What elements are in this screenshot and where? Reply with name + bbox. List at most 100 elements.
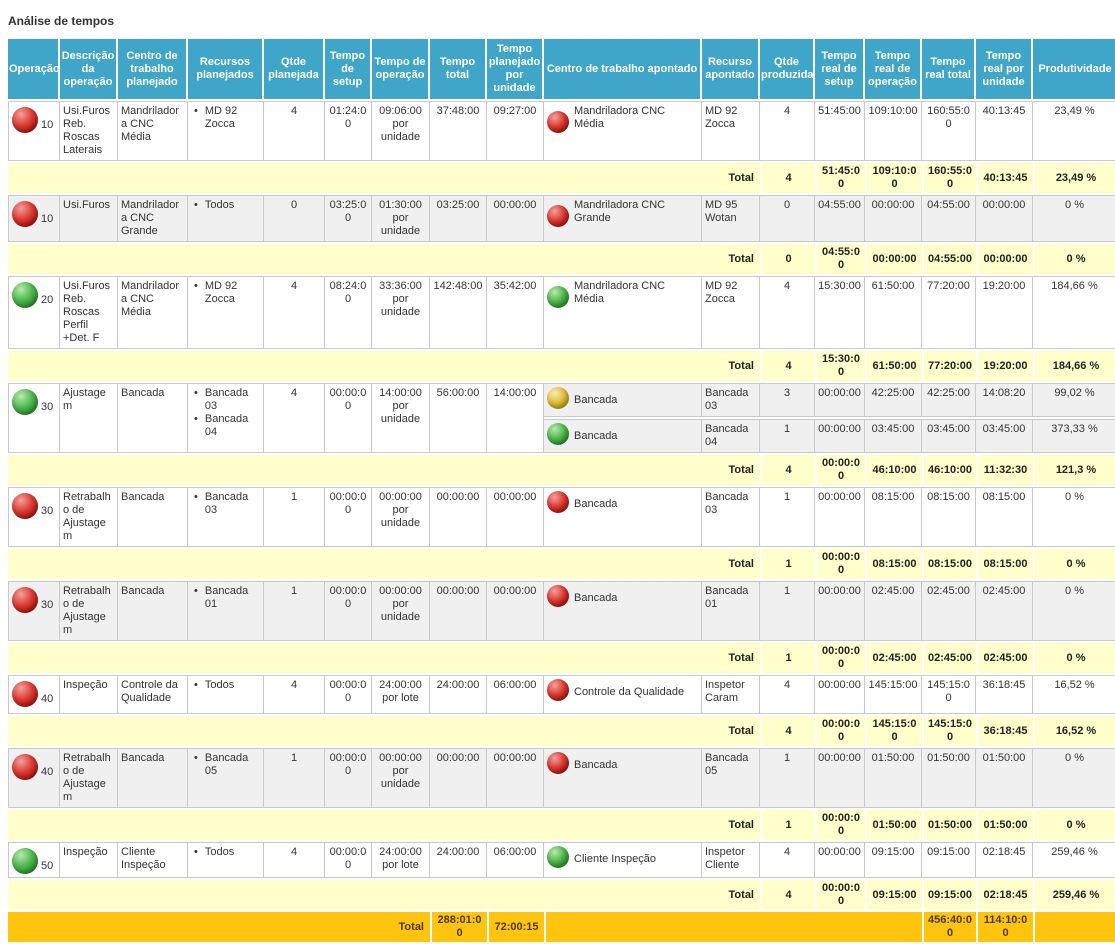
- total-tempo-real-unidade: 02:45:00: [976, 643, 1033, 673]
- total-qtde-produzida: 4: [760, 455, 815, 485]
- operation-number: 40: [41, 766, 54, 778]
- status-red-icon: [547, 585, 569, 607]
- time-analysis-table: Operação Descrição da operação Centro de t…: [8, 37, 1115, 944]
- centro-apontado-status: Bancada: [547, 387, 698, 409]
- qtde-produzida-cell: 0: [760, 195, 815, 242]
- header-produtividade: Produtividade: [1033, 39, 1115, 99]
- header-recurso-apontado: Recurso apontado: [702, 39, 760, 99]
- tempo-setup-cell: 01:24:00: [325, 101, 372, 161]
- qtde-planejada-cell: 1: [264, 581, 325, 641]
- centro-apontado-cell: Bancada: [544, 487, 702, 547]
- status-green-icon: [547, 423, 569, 445]
- bullet-icon: •: [194, 846, 198, 858]
- grand-total-produtividade-empty: [1033, 912, 1115, 942]
- op-status: 50: [12, 846, 56, 874]
- header-centro-planejado: Centro de trabalho planejado: [118, 39, 188, 99]
- total-tempo-real-total: 04:55:00: [922, 244, 976, 274]
- centro-apontado-label: Bancada: [574, 759, 618, 771]
- total-tempo-real-setup: 00:00:00: [815, 455, 865, 485]
- tempo-real-total-cell: 04:55:00: [922, 195, 976, 242]
- bullet-icon: •: [194, 679, 198, 691]
- total-tempo-real-total: 02:45:00: [922, 643, 976, 673]
- tempo-real-total-cell: 160:55:00: [922, 101, 976, 161]
- bullet-icon: •: [194, 413, 198, 425]
- operation-number: 30: [41, 505, 54, 517]
- qtde-produzida-cell: 1: [760, 419, 815, 453]
- tempo-operacao-cell: 09:06:00 por unidade: [372, 101, 430, 161]
- recurso-apontado-cell: Inspetor Caram: [702, 675, 760, 714]
- total-tempo-real-unidade: 08:15:00: [976, 549, 1033, 579]
- header-tempo-real-unidade: Tempo real por unidade: [976, 39, 1033, 99]
- centro-apontado-cell: Cliente Inspeção: [544, 842, 702, 878]
- total-tempo-real-setup: 15:30:00: [815, 351, 865, 381]
- tempo-setup-cell: 08:24:00: [325, 276, 372, 349]
- operation-row: 40 Retrabalho de Ajustagem Bancada • Bancada…: [8, 748, 1115, 808]
- centro-apontado-status: Bancada: [547, 423, 698, 445]
- tempo-real-total-cell: 77:20:00: [922, 276, 976, 349]
- total-qtde-produzida: 4: [760, 716, 815, 746]
- tempo-operacao-cell: 14:00:00 por unidade: [372, 383, 430, 453]
- recurso-item: • Bancada 01: [191, 585, 260, 611]
- centro-apontado-status: Mandriladora CNC Média: [547, 105, 698, 133]
- tempo-planejado-unidade-cell: 35:42:00: [487, 276, 544, 349]
- tempo-real-total-cell: 145:15:00: [922, 675, 976, 714]
- total-label: Total: [8, 351, 760, 381]
- operation-row: 10 Usi.Furos Reb. Roscas Laterais Mandrila…: [8, 101, 1115, 161]
- centro-apontado-cell: Controle da Qualidade: [544, 675, 702, 714]
- operation-number: 10: [41, 213, 54, 225]
- op-status: 30: [12, 491, 56, 519]
- descricao-cell: Inspeção: [60, 842, 118, 878]
- header-operacao: Operação: [8, 39, 60, 99]
- total-tempo-real-operacao: 46:10:00: [865, 455, 922, 485]
- total-qtde-produzida: 4: [760, 351, 815, 381]
- grand-total-tempo-real-total: 456:40:00: [922, 912, 976, 942]
- centro-apontado-label: Cliente Inspeção: [574, 853, 656, 865]
- status-green-icon: [12, 848, 38, 874]
- status-green-icon: [12, 389, 38, 415]
- tempo-operacao-cell: 33:36:00 por unidade: [372, 276, 430, 349]
- tempo-planejado-unidade-cell: 14:00:00: [487, 383, 544, 453]
- produtividade-cell: 0 %: [1033, 487, 1115, 547]
- tempo-real-setup-cell: 00:00:00: [815, 748, 865, 808]
- tempo-real-operacao-cell: 61:50:00: [865, 276, 922, 349]
- operation-row: 20 Usi.Furos Reb. Roscas Perfil +Det. F Ma…: [8, 276, 1115, 349]
- header-tempo-real-operacao: Tempo real de operação: [865, 39, 922, 99]
- total-qtde-produzida: 1: [760, 810, 815, 840]
- status-red-icon: [12, 201, 38, 227]
- table-body: 10 Usi.Furos Reb. Roscas Laterais Mandrila…: [8, 101, 1115, 942]
- op-status: 40: [12, 752, 56, 780]
- descricao-cell: Usi.Furos Reb. Roscas Laterais: [60, 101, 118, 161]
- total-tempo-real-total: 77:20:00: [922, 351, 976, 381]
- tempo-operacao-cell: 00:00:00 por unidade: [372, 581, 430, 641]
- tempo-real-total-cell: 03:45:00: [922, 419, 976, 453]
- operation-row: 10 Usi.Furos Mandriladora CNC Grande • Todos…: [8, 195, 1115, 242]
- recursos-cell: • Bancada 03 • Bancada 04: [188, 383, 264, 453]
- total-produtividade: 0 %: [1033, 810, 1115, 840]
- tempo-operacao-cell: 00:00:00 por unidade: [372, 748, 430, 808]
- centro-planejado-cell: Mandriladora CNC Média: [118, 101, 188, 161]
- page-title: Análise de tempos: [8, 14, 115, 28]
- recurso-apontado-cell: Bancada 03: [702, 383, 760, 417]
- bullet-icon: •: [194, 491, 198, 503]
- status-red-icon: [547, 679, 569, 701]
- tempo-real-setup-cell: 00:00:00: [815, 675, 865, 714]
- qtde-planejada-cell: 4: [264, 101, 325, 161]
- recurso-label: Bancada 05: [204, 752, 249, 777]
- tempo-total-cell: 00:00:00: [430, 581, 487, 641]
- total-qtde-produzida: 0: [760, 244, 815, 274]
- tempo-operacao-cell: 24:00:00 por lote: [372, 842, 430, 878]
- total-tempo-real-unidade: 00:00:00: [976, 244, 1033, 274]
- total-label: Total: [8, 455, 760, 485]
- centro-apontado-status: Cliente Inspeção: [547, 846, 698, 868]
- group-total-row: Total 4 51:45:00 109:10:00 160:55:00 40:13:45…: [8, 163, 1115, 193]
- produtividade-cell: 259,46 %: [1033, 842, 1115, 878]
- tempo-real-unidade-cell: 40:13:45: [976, 101, 1033, 161]
- operation-row: 40 Inspeção Controle da Qualidade • Todos 4 00…: [8, 675, 1115, 714]
- centro-planejado-cell: Bancada: [118, 581, 188, 641]
- qtde-produzida-cell: 1: [760, 581, 815, 641]
- qtde-planejada-cell: 4: [264, 276, 325, 349]
- op-status: 40: [12, 679, 56, 707]
- tempo-real-unidade-cell: 19:20:00: [976, 276, 1033, 349]
- recurso-item: • Bancada 05: [191, 752, 260, 778]
- operation-number: 50: [41, 860, 54, 872]
